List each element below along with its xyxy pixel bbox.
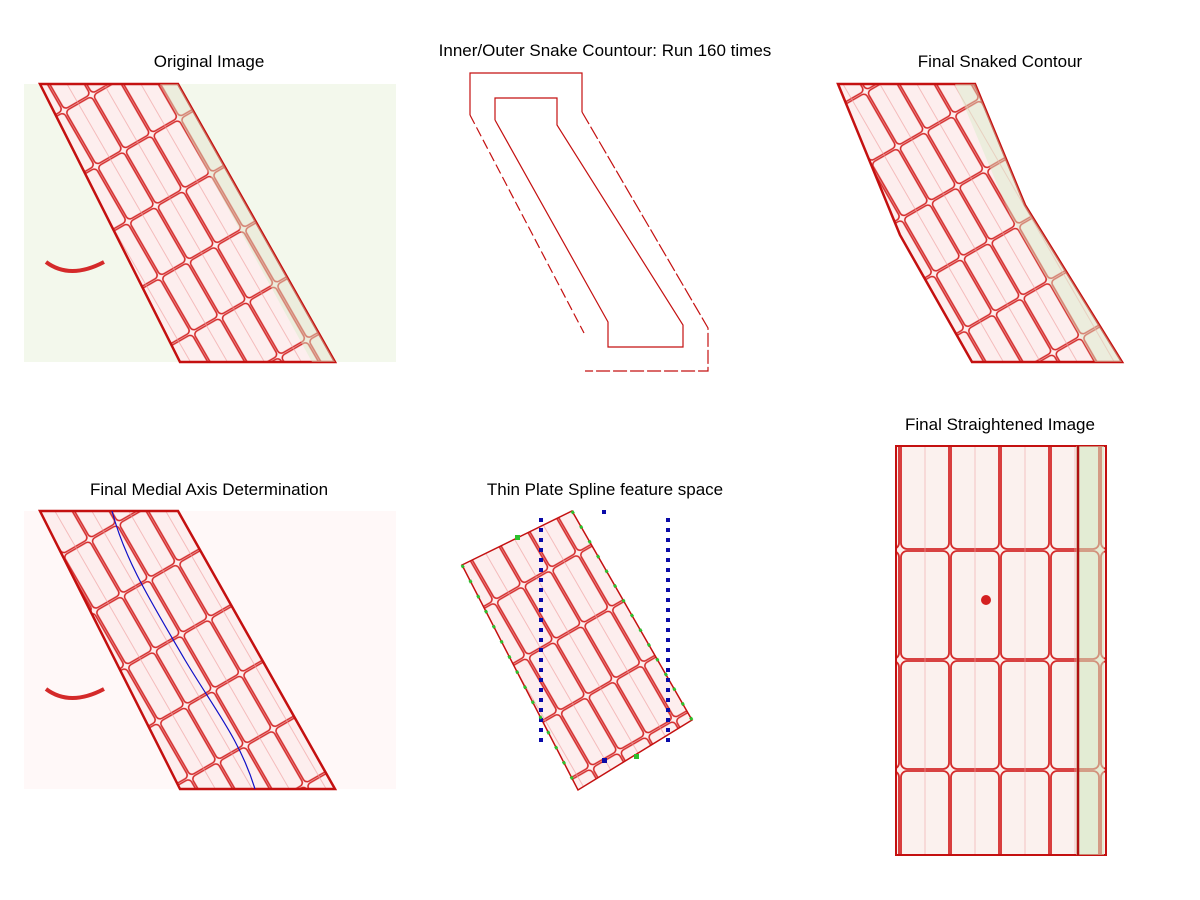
panel-title: Original Image [154,52,265,71]
snake-contours [469,72,709,372]
straightened-image [895,445,1107,856]
snaked-contour-image [836,82,1125,364]
panel-title: Final Snaked Contour [918,52,1083,71]
panel-title: Inner/Outer Snake Countour: Run 160 time… [439,41,772,60]
original-image [24,82,396,364]
panel-title: Final Medial Axis Determination [90,480,328,499]
panel-title: Thin Plate Spline feature space [487,480,723,499]
tps-feature-space [460,510,694,792]
medial-axis-image [24,509,396,791]
panel-title: Final Straightened Image [905,415,1095,434]
